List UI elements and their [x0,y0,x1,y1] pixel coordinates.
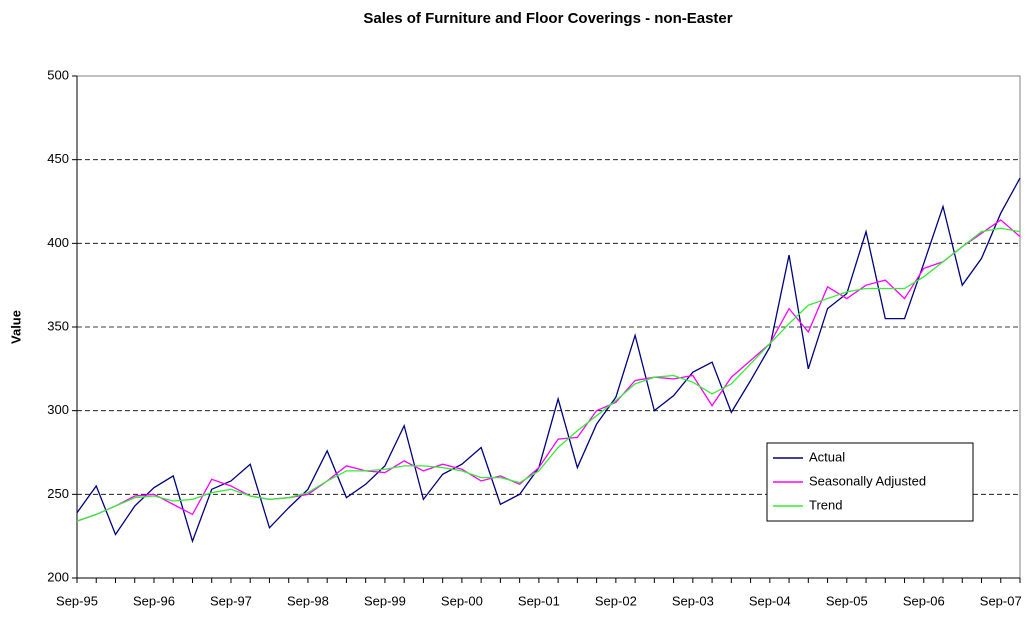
x-tick-label: Sep-02 [595,593,637,608]
y-tick-label: 250 [47,486,69,501]
series-line [76,219,1021,522]
y-tick-label: 350 [47,318,69,333]
y-tick-label: 450 [47,151,69,166]
x-tick-label: Sep-99 [364,593,406,608]
y-tick-label: 300 [47,402,69,417]
x-tick-label: Sep-03 [672,593,714,608]
x-tick-label: Sep-98 [287,593,329,608]
x-tick-label: Sep-00 [441,593,483,608]
x-tick-label: Sep-07 [980,593,1022,608]
x-tick-label: Sep-96 [133,593,175,608]
x-tick-label: Sep-06 [903,593,945,608]
chart-title: Sales of Furniture and Floor Coverings -… [363,10,732,27]
y-tick-label: 500 [47,67,69,82]
y-tick-label: 400 [47,235,69,250]
legend-label: Seasonally Adjusted [809,473,926,488]
legend: Actual Seasonally Adjusted Trend [766,442,974,522]
x-tick-label: Sep-97 [210,593,252,608]
y-tick-label: 200 [47,569,69,584]
legend-label: Actual [809,449,845,464]
x-tick-label: Sep-05 [826,593,868,608]
series-line [76,227,1021,522]
series-line [76,177,1021,544]
x-tick-label: Sep-01 [518,593,560,608]
x-tick-label: Sep-95 [56,593,98,608]
x-tick-label: Sep-04 [749,593,791,608]
y-axis-title: Value [8,310,23,344]
legend-label: Trend [809,497,842,512]
